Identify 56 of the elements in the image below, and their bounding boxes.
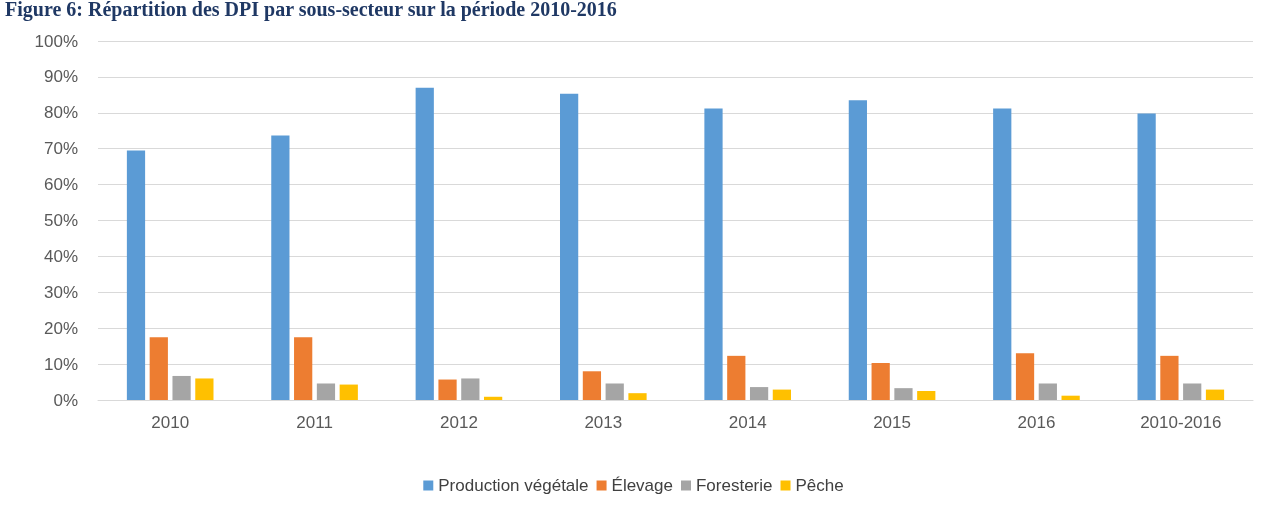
y-tick-label: 30% <box>43 282 78 302</box>
y-tick-label: 70% <box>43 139 78 159</box>
y-tick-label: 80% <box>43 103 78 123</box>
bar <box>993 108 1012 400</box>
y-tick-label: 100% <box>34 31 78 51</box>
chart-title: Figure 6: Répartition des DPI par sous-secteur sur la période 2010-2016 <box>5 0 617 21</box>
bar <box>339 384 358 400</box>
bar <box>438 379 457 400</box>
bar <box>316 383 336 400</box>
bar <box>1061 395 1080 400</box>
legend-label: Élevage <box>611 476 673 495</box>
y-tick-label: 60% <box>43 175 78 195</box>
bar <box>1038 383 1057 400</box>
y-tick-label: 90% <box>43 67 78 87</box>
y-tick-label: 10% <box>43 354 78 374</box>
y-tick-label: 20% <box>43 318 78 338</box>
bar <box>195 378 214 400</box>
x-tick-label: 2010-2016 <box>1140 413 1222 432</box>
bar <box>560 93 579 400</box>
bar <box>1137 113 1156 400</box>
bar <box>1205 389 1225 400</box>
y-tick-label: 50% <box>43 211 78 230</box>
bar <box>461 378 480 400</box>
bar <box>126 150 146 400</box>
x-tick-label: 2013 <box>584 413 623 432</box>
y-tick-label: 40% <box>43 246 78 266</box>
bar <box>271 135 290 400</box>
x-tick-label: 2016 <box>1017 413 1056 432</box>
bar <box>1160 355 1179 400</box>
bar <box>772 389 791 400</box>
bar <box>894 388 913 400</box>
bar <box>149 337 168 400</box>
legend-label: Foresterie <box>695 476 773 495</box>
bar <box>1183 383 1202 400</box>
x-tick-label: 2012 <box>440 413 478 432</box>
bar <box>415 87 434 400</box>
legend-label: Pêche <box>795 476 844 495</box>
x-tick-label: 2011 <box>296 413 333 432</box>
x-tick-label: 2014 <box>728 413 767 432</box>
bar <box>848 100 867 400</box>
bar <box>605 383 624 400</box>
bar <box>1015 353 1035 400</box>
bar <box>704 108 723 400</box>
bar <box>917 391 936 400</box>
bar <box>484 396 503 400</box>
legend-label: Production végétale <box>438 476 589 495</box>
y-tick-label: 0% <box>53 390 78 410</box>
bar <box>727 355 746 400</box>
bar <box>294 337 313 400</box>
bar <box>582 371 602 400</box>
bar <box>749 387 769 400</box>
bar <box>628 393 647 400</box>
bar <box>172 375 191 400</box>
x-tick-label: 2010 <box>151 413 190 432</box>
bar <box>871 363 890 400</box>
x-tick-label: 2015 <box>873 413 911 432</box>
